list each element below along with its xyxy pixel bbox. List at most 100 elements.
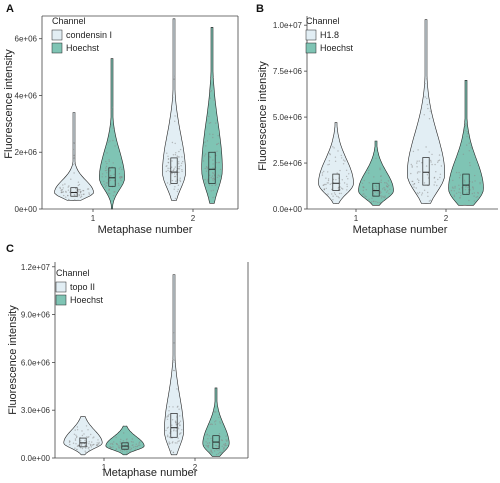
jitter-point	[112, 446, 114, 448]
jitter-point	[61, 189, 64, 191]
jitter-point	[171, 424, 173, 426]
jitter-point	[434, 163, 436, 166]
box	[462, 173, 470, 195]
jitter-point	[88, 436, 90, 438]
jitter-point	[205, 444, 207, 447]
jitter-point	[416, 178, 419, 180]
jitter-point	[76, 429, 79, 431]
jitter-point	[178, 166, 180, 168]
jitter-point	[379, 167, 381, 169]
jitter-point	[424, 96, 426, 98]
jitter-point	[327, 164, 329, 166]
jitter-point	[174, 197, 177, 200]
jitter-point	[339, 169, 341, 172]
x-tick-label: 1	[91, 214, 96, 223]
jitter-point	[167, 158, 170, 160]
jitter-point	[72, 442, 75, 444]
jitter-point	[130, 447, 133, 450]
legend-entry-2: Hoechst	[66, 43, 100, 53]
jitter-point	[223, 447, 225, 450]
legend-title: Channel	[52, 16, 86, 26]
jitter-point	[120, 179, 122, 182]
y-tick-label: 7.5e+06	[273, 67, 303, 76]
jitter-point	[474, 174, 476, 177]
jitter-point	[179, 177, 181, 179]
jitter-point	[219, 422, 222, 424]
violin-hoechst-2	[201, 27, 223, 204]
jitter-point	[427, 195, 429, 197]
jitter-point	[77, 199, 79, 201]
jitter-point	[176, 155, 178, 157]
jitter-point	[464, 122, 466, 124]
jitter-point	[215, 448, 217, 451]
jitter-point	[212, 163, 214, 165]
jitter-point	[216, 150, 218, 152]
jitter-point	[101, 176, 103, 178]
jitter-point	[372, 200, 375, 203]
jitter-point	[437, 160, 440, 162]
jitter-point	[217, 453, 220, 455]
jitter-point	[74, 429, 76, 431]
jitter-point	[168, 436, 171, 438]
jitter-point	[226, 444, 228, 447]
jitter-point	[62, 184, 64, 186]
jitter-point	[328, 160, 331, 162]
jitter-point	[88, 192, 90, 194]
jitter-point	[324, 183, 326, 186]
jitter-point	[463, 124, 466, 127]
panel-label: A	[6, 3, 14, 15]
jitter-point	[471, 192, 474, 195]
jitter-point	[439, 173, 442, 175]
jitter-point	[346, 183, 348, 185]
jitter-point	[166, 418, 169, 420]
jitter-point	[212, 133, 214, 136]
y-tick-label: 2.5e+06	[273, 159, 303, 168]
jitter-point	[211, 178, 214, 180]
y-tick-label: 0.0e+00	[21, 454, 51, 463]
jitter-point	[384, 195, 386, 197]
jitter-point	[212, 84, 214, 86]
legend-entry-1: condensin I	[66, 30, 112, 40]
jitter-point	[128, 448, 130, 450]
jitter-point	[425, 78, 428, 80]
jitter-point	[383, 187, 385, 189]
jitter-point	[458, 188, 461, 190]
jitter-point	[79, 188, 81, 191]
box	[170, 413, 178, 438]
jitter-point	[105, 169, 108, 171]
jitter-point	[371, 197, 373, 200]
jitter-point	[178, 163, 180, 165]
jitter-point	[339, 186, 341, 188]
jitter-point	[375, 185, 377, 187]
jitter-point	[387, 190, 389, 192]
jitter-point	[453, 190, 455, 192]
jitter-point	[178, 440, 180, 442]
x-axis-label: Metaphase number	[103, 467, 198, 479]
jitter-point	[327, 178, 330, 180]
jitter-point	[172, 361, 174, 363]
y-tick-label: 1.2e+07	[21, 263, 51, 272]
jitter-point	[81, 430, 83, 432]
jitter-point	[413, 186, 415, 188]
jitter-point	[74, 447, 76, 449]
jitter-point	[112, 127, 115, 129]
jitter-point	[85, 447, 87, 449]
jitter-point	[114, 191, 116, 193]
jitter-point	[72, 148, 75, 151]
jitter-point	[380, 197, 383, 199]
jitter-point	[74, 439, 77, 441]
jitter-point	[342, 159, 345, 161]
panel-a: A Fluorescence intensity Metaphase numbe…	[3, 3, 239, 236]
jitter-point	[206, 180, 209, 182]
legend-swatch-1	[55, 281, 67, 293]
jitter-point	[342, 163, 345, 165]
jitter-point	[132, 446, 135, 448]
jitter-point	[417, 181, 420, 184]
jitter-point	[440, 165, 443, 167]
jitter-point	[175, 430, 177, 432]
jitter-point	[210, 450, 212, 452]
plot-area: 0.0e+00 2.5e+06 5.0e+06 7.5e+06 1.0e+07 1 2	[273, 16, 498, 223]
jitter-point	[388, 184, 390, 187]
jitter-point	[479, 183, 481, 185]
jitter-point	[385, 182, 387, 184]
